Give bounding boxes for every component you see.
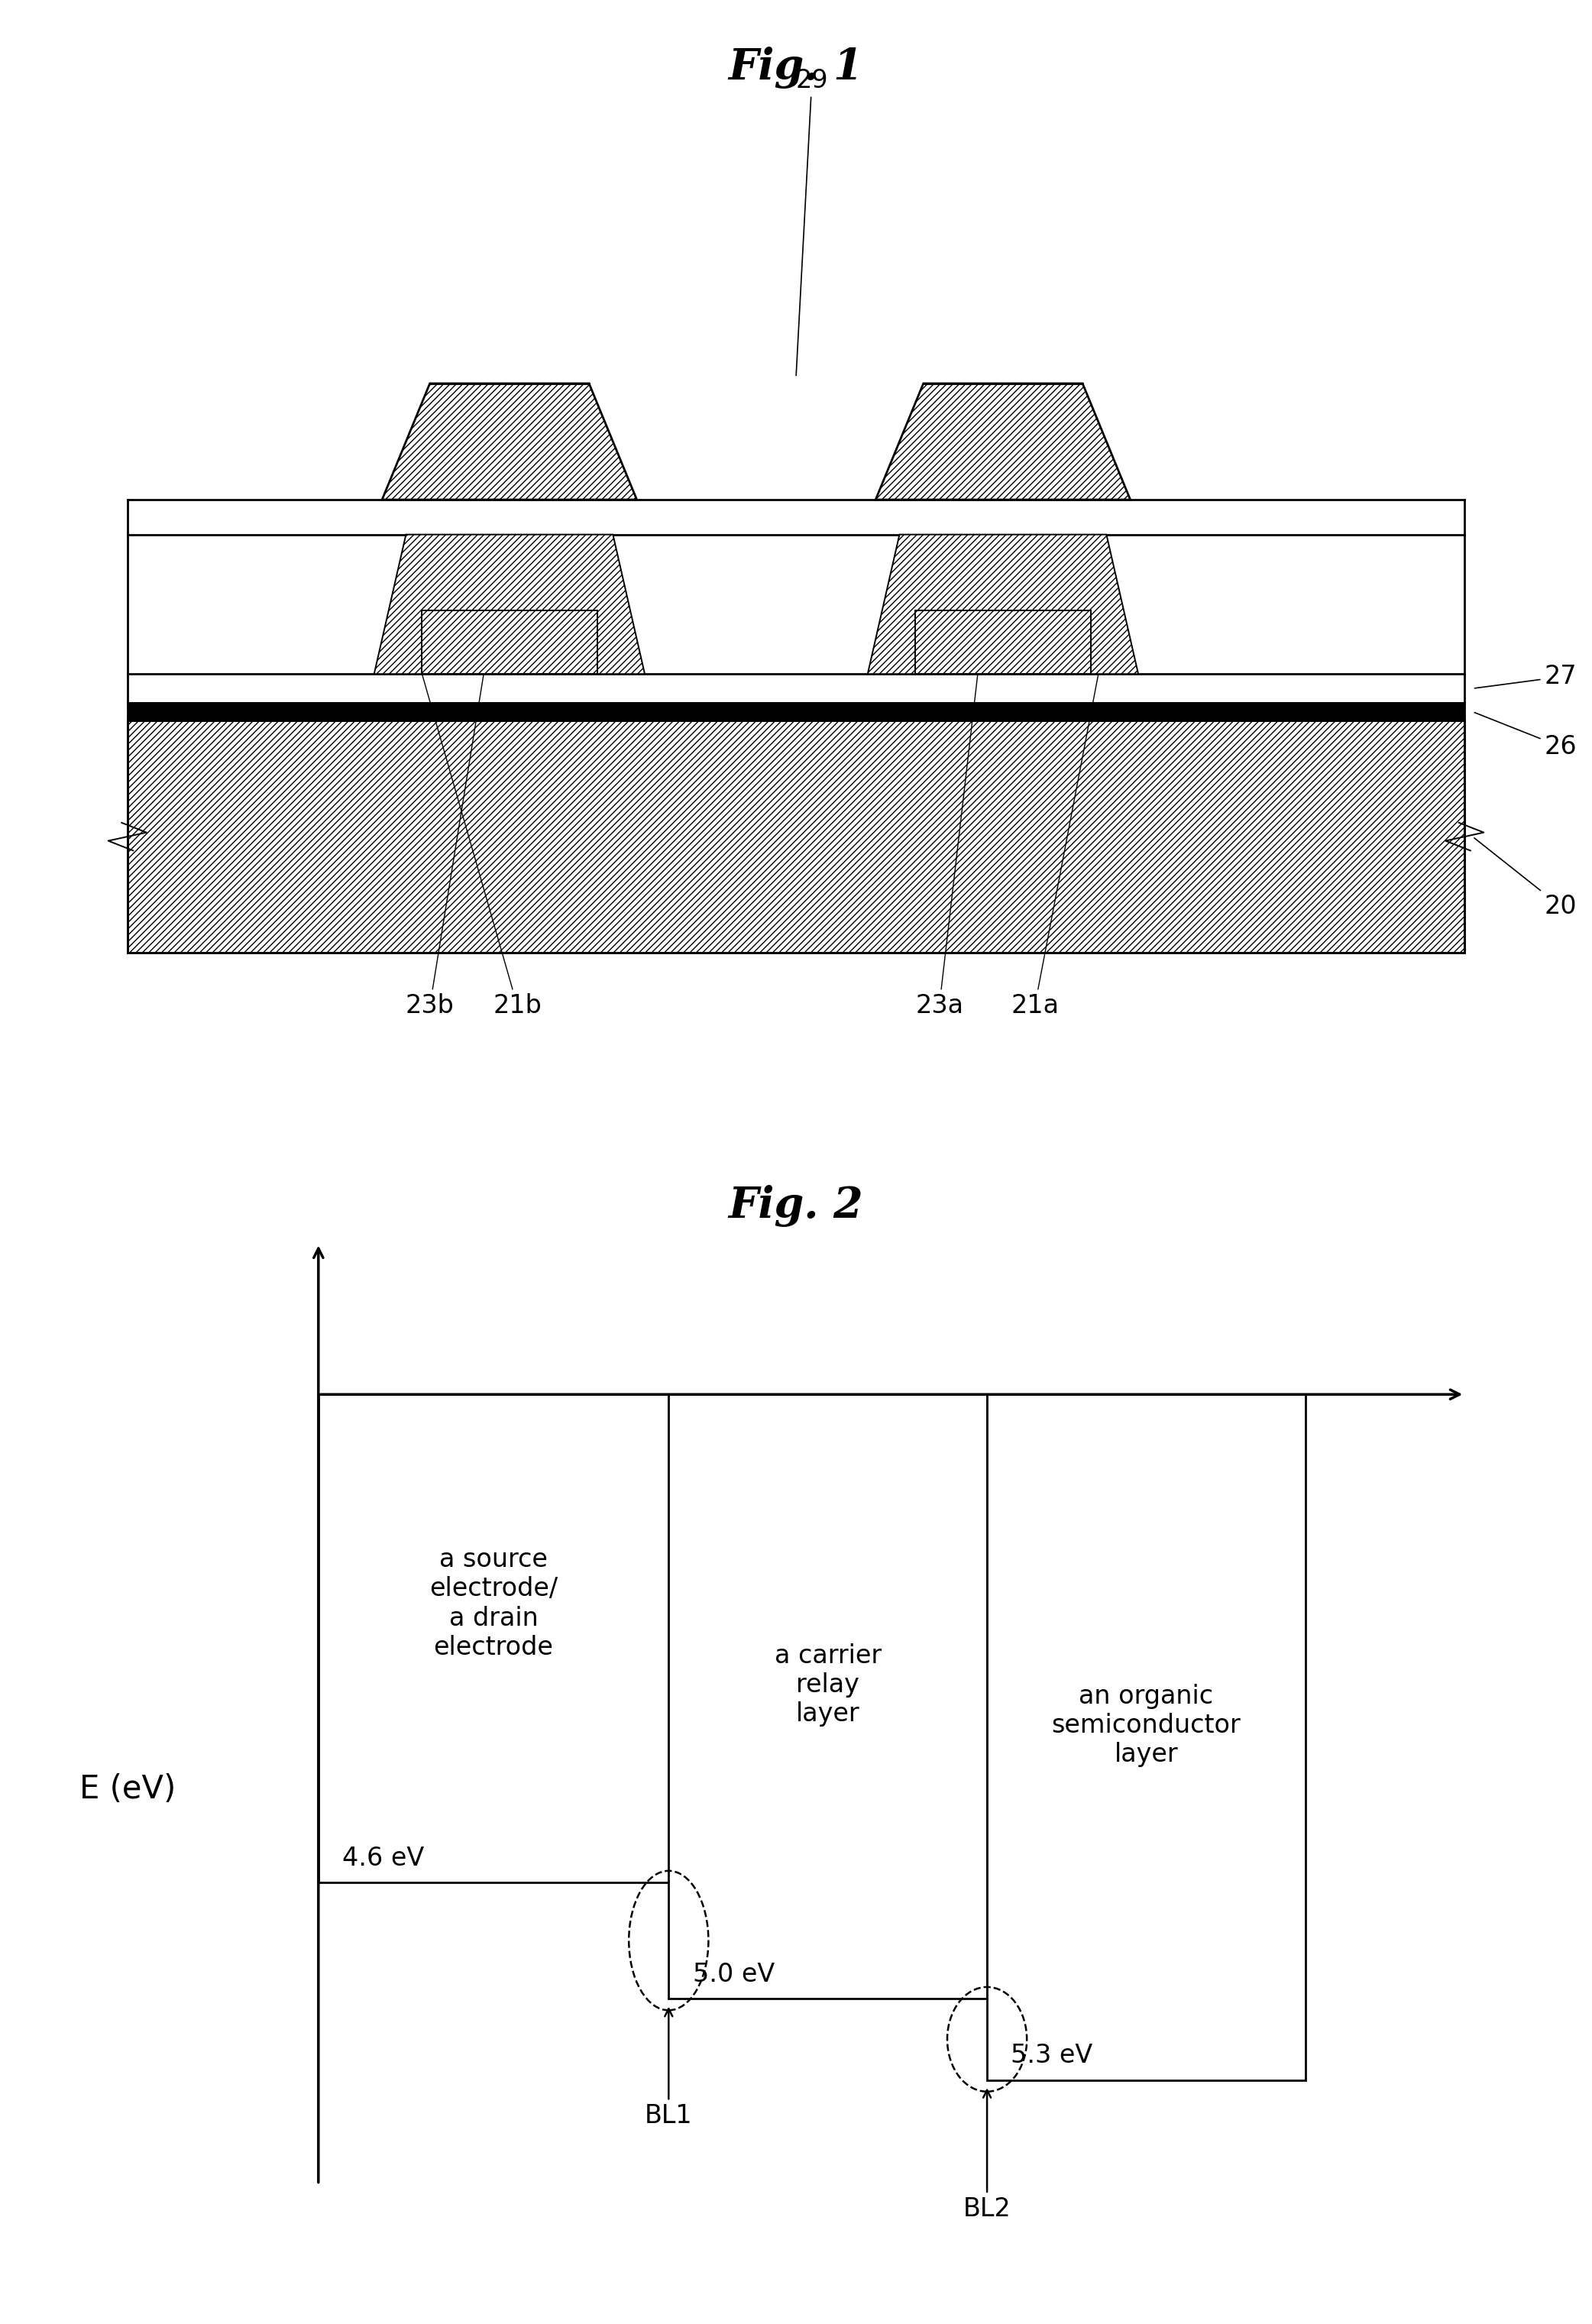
Bar (127, 500, 1465, 535)
Text: a carrier
relay
layer: a carrier relay layer (774, 1643, 882, 1727)
Bar (127, 674, 1465, 702)
Polygon shape (868, 535, 1138, 674)
Text: BL2: BL2 (963, 2089, 1011, 2222)
Text: an organic
semiconductor
layer: an organic semiconductor layer (1052, 1685, 1240, 1766)
Bar (127, 720, 1465, 953)
Polygon shape (382, 383, 637, 500)
Text: Fig. 1: Fig. 1 (729, 46, 863, 88)
Text: 21b: 21b (398, 593, 541, 1018)
Text: 27: 27 (1474, 665, 1576, 690)
Text: 29: 29 (796, 67, 828, 376)
Text: 5.3 eV: 5.3 eV (1011, 2043, 1092, 2068)
Text: 23a: 23a (915, 665, 979, 1018)
Text: a source
electrode/
a drain
electrode: a source electrode/ a drain electrode (430, 1548, 557, 1659)
Bar (669, 1394, 987, 1999)
Text: 23b: 23b (406, 665, 486, 1018)
Text: Fig. 2: Fig. 2 (729, 1185, 863, 1227)
Text: 21a: 21a (1011, 593, 1114, 1018)
Polygon shape (876, 383, 1130, 500)
Text: 26: 26 (1474, 713, 1576, 760)
Bar (318, 1394, 669, 1882)
Bar (422, 609, 597, 674)
Polygon shape (374, 535, 645, 674)
Bar (987, 1394, 1305, 2080)
Text: 5.0 eV: 5.0 eV (693, 1961, 774, 1987)
Bar (127, 702, 1465, 720)
Text: 4.6 eV: 4.6 eV (342, 1845, 423, 1871)
Bar (915, 609, 1091, 674)
Text: BL1: BL1 (645, 2008, 693, 2129)
Text: 20: 20 (1474, 839, 1576, 918)
Text: E (eV): E (eV) (80, 1773, 175, 1806)
